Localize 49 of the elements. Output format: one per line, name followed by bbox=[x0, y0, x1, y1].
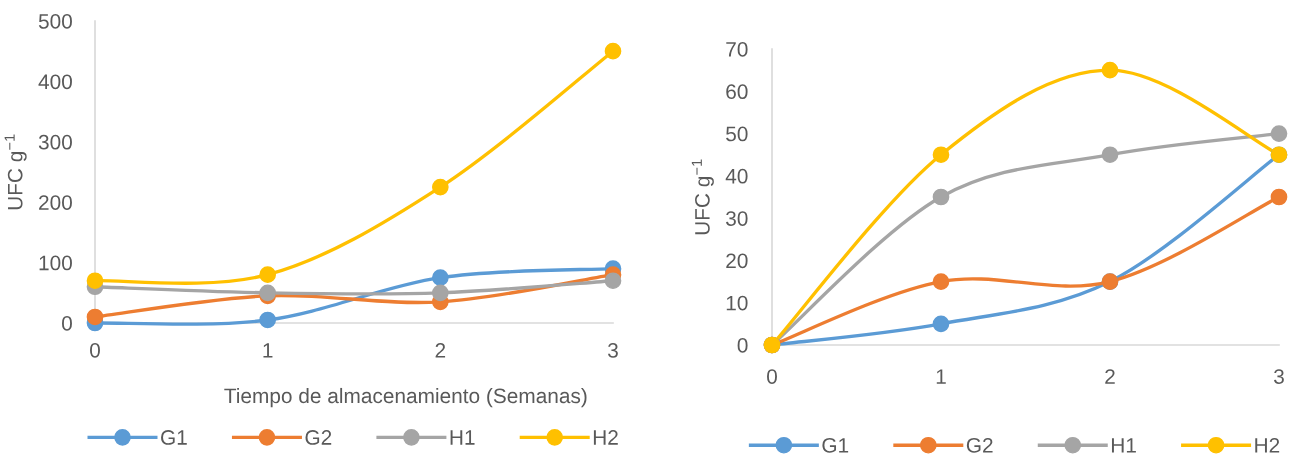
x-tick-label: 0 bbox=[90, 342, 100, 358]
legend-label: H1 bbox=[1111, 438, 1136, 453]
y-tick-label: 50 bbox=[726, 126, 748, 142]
legend-label: H2 bbox=[593, 430, 618, 445]
point bbox=[86, 308, 104, 326]
point bbox=[1101, 146, 1119, 164]
y-tick-label: 30 bbox=[726, 211, 748, 226]
point bbox=[1270, 188, 1288, 206]
point bbox=[431, 284, 449, 302]
legend-label: G1 bbox=[822, 437, 849, 453]
point bbox=[431, 269, 449, 287]
x-tick-label: 3 bbox=[1274, 369, 1284, 384]
y-tick-label: 10 bbox=[726, 295, 748, 311]
point bbox=[259, 266, 277, 284]
point bbox=[932, 146, 950, 164]
y-tick-label: 100 bbox=[39, 255, 72, 271]
point bbox=[86, 272, 104, 290]
x-tick-label: 3 bbox=[608, 342, 618, 358]
point bbox=[932, 315, 950, 333]
y-axis-title: UFC g$^{−1}$ bbox=[4, 134, 27, 210]
x-tick-label: 2 bbox=[435, 342, 446, 358]
x-tick-label: 1 bbox=[263, 343, 273, 358]
x-tick-label: 0 bbox=[767, 369, 777, 384]
y-tick-label: 60 bbox=[726, 84, 748, 100]
y-axis-title: UFC g$^{−1}$ bbox=[691, 159, 714, 235]
x-tick-label: 2 bbox=[1105, 369, 1115, 384]
y-tick-label: 20 bbox=[726, 253, 748, 269]
y-tick-label: 0 bbox=[62, 316, 72, 331]
point bbox=[431, 178, 449, 196]
point bbox=[932, 273, 950, 290]
point bbox=[604, 42, 622, 60]
y-tick-label: 40 bbox=[725, 168, 748, 184]
point bbox=[259, 311, 277, 329]
x-axis-title: Tiempo de almacenamiento (Semanas) bbox=[224, 387, 587, 408]
y-tick-label: 70 bbox=[726, 42, 748, 57]
y-tick-label: 400 bbox=[38, 74, 72, 90]
legend-label: G2 bbox=[966, 437, 993, 453]
point bbox=[932, 188, 950, 206]
legend-label: G2 bbox=[305, 430, 332, 445]
legend-label: H2 bbox=[1255, 437, 1280, 453]
y-tick-label: 500 bbox=[38, 14, 72, 29]
y-tick-label: 300 bbox=[38, 134, 72, 150]
x-tick-label: 1 bbox=[936, 369, 946, 384]
legend-label: H1 bbox=[450, 430, 475, 445]
y-tick-label: 200 bbox=[39, 195, 72, 210]
point bbox=[1270, 125, 1288, 142]
legend-label: G1 bbox=[161, 430, 187, 445]
point bbox=[1101, 61, 1119, 79]
point bbox=[604, 272, 622, 290]
